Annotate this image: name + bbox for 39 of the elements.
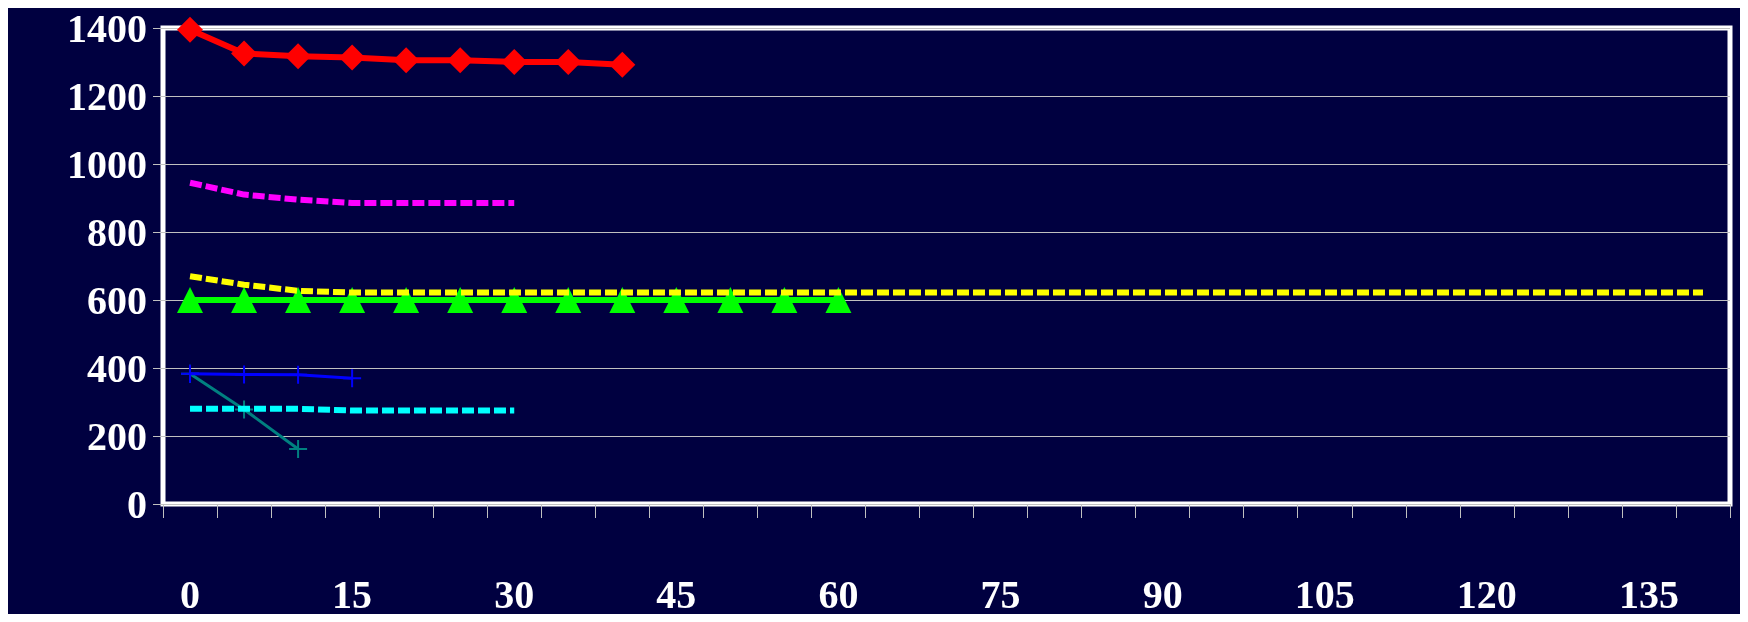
- x-tick-label: 15: [332, 571, 373, 617]
- point: [717, 287, 744, 313]
- x-tick-label: 120: [1456, 571, 1517, 617]
- y-tick-label: 600: [87, 277, 147, 323]
- point: [609, 287, 636, 313]
- point: [339, 44, 366, 71]
- y-tick-label: 1400: [67, 5, 147, 51]
- y-tick-label: 800: [87, 209, 147, 255]
- x-tick-label: 60: [818, 571, 859, 617]
- point: [555, 287, 582, 313]
- y-tick-label: 1000: [67, 141, 147, 187]
- y-tick-label: 1200: [67, 73, 147, 119]
- point: [609, 51, 636, 78]
- point: [231, 287, 258, 313]
- x-tick-label: 0: [180, 571, 201, 617]
- x-tick-label: 135: [1618, 571, 1679, 617]
- y-tick-label: 0: [127, 481, 147, 527]
- point: [234, 399, 255, 420]
- point: [447, 47, 474, 74]
- point: [555, 49, 582, 75]
- y-tick-label: 400: [87, 345, 147, 391]
- x-tick-label: 45: [656, 571, 697, 617]
- point: [501, 49, 528, 75]
- x-tick-label: 90: [1142, 571, 1183, 617]
- point: [231, 40, 258, 67]
- point: [285, 287, 312, 313]
- point: [339, 287, 366, 313]
- point: [288, 364, 309, 385]
- y-tick-label: 200: [87, 413, 147, 459]
- point: [288, 438, 309, 459]
- x-tick-label: 30: [494, 571, 535, 617]
- point: [393, 47, 420, 74]
- point: [177, 16, 204, 43]
- x-tick-label: 75: [980, 571, 1021, 617]
- point: [342, 368, 363, 389]
- point: [177, 287, 204, 313]
- x-tick-label: 105: [1294, 571, 1355, 617]
- point: [285, 43, 312, 70]
- point: [447, 287, 474, 313]
